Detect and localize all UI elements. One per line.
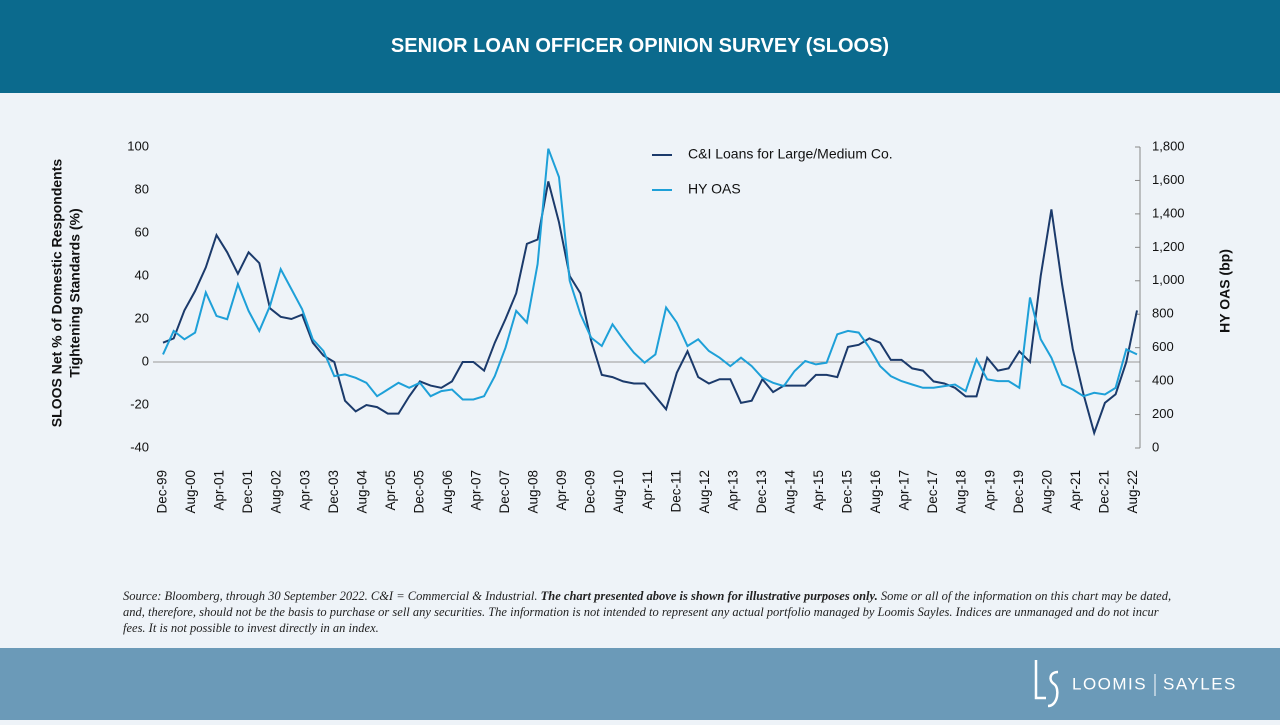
y2-tick-label: 1,800 (1152, 138, 1185, 153)
series-line (162, 181, 1138, 437)
y-axis-label: SLOOS Net % of Domestic Respondents (49, 159, 65, 428)
x-tick-label: Dec-03 (326, 470, 341, 514)
chart: -40 -20 0 20 40 60 80 100 0 200 400 600 800 1,000 1,20… (49, 138, 1233, 514)
y2-tick-label: 400 (1152, 373, 1174, 388)
header-title: SENIOR LOAN OFFICER OPINION SURVEY (SLOO… (0, 0, 1280, 93)
x-tick-label: Apr-15 (811, 470, 826, 511)
x-tick-label: Aug-04 (354, 470, 369, 514)
footnote-bold: The chart presented above is shown for i… (540, 589, 878, 603)
x-tick-label: Dec-07 (497, 470, 512, 514)
x-tick-label: Aug-10 (611, 470, 626, 514)
x-tick-label: Apr-09 (554, 470, 569, 511)
x-tick-label: Dec-01 (240, 470, 255, 514)
x-tick-label: Apr-11 (640, 470, 655, 510)
x-tick-label: Apr-21 (1068, 470, 1083, 511)
x-tick-label: Apr-17 (897, 470, 912, 511)
legend-label: C&I Loans for Large/Medium Co. (688, 146, 893, 162)
y-tick-label: 40 (135, 267, 149, 282)
footnote: Source: Bloomberg, through 30 September … (123, 588, 1173, 636)
x-tick-label: Dec-19 (1011, 470, 1026, 514)
logo-right: SAYLES (1163, 674, 1237, 693)
footnote-text: Source: Bloomberg, through 30 September … (123, 589, 541, 603)
x-tick-label: Aug-18 (954, 470, 969, 514)
x-tick-label: Aug-16 (868, 470, 883, 514)
y-tick-label: 0 (142, 353, 149, 368)
y-tick-label: -40 (130, 439, 149, 454)
y-tick-label: 100 (127, 138, 149, 153)
x-tick-label: Dec-99 (155, 470, 170, 514)
y-tick-label: 60 (135, 224, 149, 239)
x-tick-label: Aug-02 (269, 470, 284, 514)
x-tick-label: Apr-03 (297, 470, 312, 511)
x-tick-label: Aug-00 (183, 470, 198, 514)
y2-tick-label: 600 (1152, 339, 1174, 354)
y2-tick-label: 1,400 (1152, 205, 1185, 220)
logo: LOOMIS SAYLES (1034, 660, 1237, 708)
x-tick-label: Dec-11 (668, 470, 683, 513)
y2-tick-label: 0 (1152, 439, 1159, 454)
x-tick-label: Aug-08 (526, 470, 541, 514)
x-tick-label: Apr-19 (982, 470, 997, 511)
x-tick-label: Aug-20 (1039, 470, 1054, 514)
x-tick-label: Apr-07 (469, 470, 484, 511)
legend-label: HY OAS (688, 181, 741, 197)
x-tick-label: Dec-15 (840, 470, 855, 514)
x-tick-label: Apr-05 (383, 470, 398, 511)
logo-mark (1034, 660, 1059, 708)
y-axis-label: Tightening Standards (%) (67, 208, 83, 377)
x-tick-label: Dec-13 (754, 470, 769, 514)
footnote-text: Some or all of the information on this c… (123, 589, 1172, 635)
x-tick-label: Dec-17 (925, 470, 940, 514)
series-line (162, 148, 1138, 401)
y2-axis-label: HY OAS (bp) (1217, 249, 1233, 333)
x-tick-label: Dec-05 (411, 470, 426, 514)
footer: LOOMIS SAYLES (0, 648, 1280, 720)
x-tick-label: Dec-09 (583, 470, 598, 514)
logo-left: LOOMIS (1072, 674, 1147, 693)
y2-tick-label: 1,600 (1152, 172, 1185, 187)
y2-tick-label: 1,000 (1152, 272, 1185, 287)
x-tick-label: Aug-22 (1125, 470, 1140, 514)
x-tick-label: Aug-14 (782, 470, 797, 514)
y-tick-label: 20 (135, 310, 149, 325)
y-tick-label: 80 (135, 181, 149, 196)
x-tick-label: Apr-01 (212, 470, 227, 511)
y2-tick-label: 200 (1152, 406, 1174, 421)
y-tick-label: -20 (130, 396, 149, 411)
x-tick-label: Aug-06 (440, 470, 455, 514)
x-tick-label: Apr-13 (725, 470, 740, 511)
x-tick-label: Dec-21 (1096, 470, 1111, 514)
y2-tick-label: 800 (1152, 306, 1174, 321)
x-tick-label: Aug-12 (697, 470, 712, 514)
y2-tick-label: 1,200 (1152, 239, 1185, 254)
